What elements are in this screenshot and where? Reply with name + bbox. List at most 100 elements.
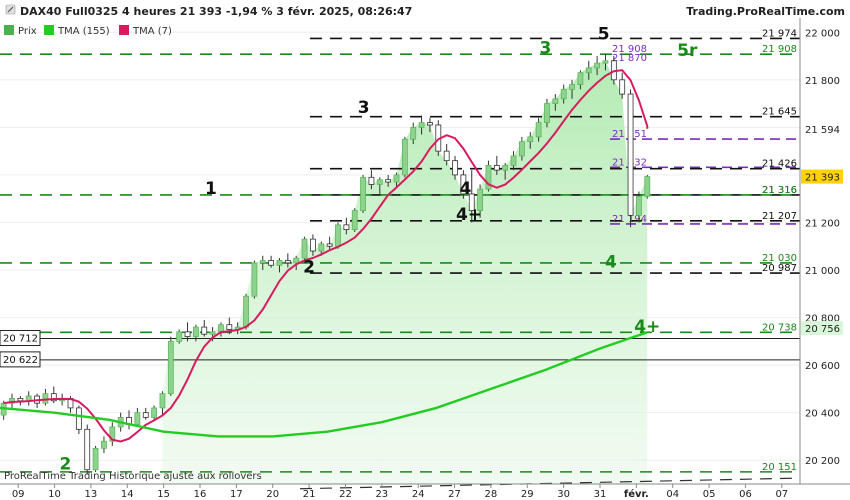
drawing-tool-icon[interactable] (6, 5, 15, 14)
candle-body (269, 261, 274, 266)
candle-body (344, 225, 349, 230)
last-price-label: 21 393 (805, 173, 840, 184)
wave-label: 4 (460, 179, 472, 199)
tma7-value-label: 21 594 (805, 125, 840, 136)
candle-body (18, 398, 23, 400)
x-tick-label: 17 (230, 489, 243, 500)
level-label: 20 738 (762, 322, 797, 333)
candle-body (210, 332, 215, 334)
level-label: 21 426 (762, 159, 797, 170)
candle-body (570, 85, 575, 90)
legend-label-tma155: TMA (155) (57, 26, 110, 37)
candle-body (536, 123, 541, 137)
legend-label-prix: Prix (18, 26, 37, 37)
x-tick-label: 21 (303, 489, 316, 500)
candle-body (285, 261, 290, 263)
legend-swatch-tma7 (119, 25, 129, 35)
candle-body (586, 68, 591, 73)
candle-body (419, 123, 424, 128)
candle-body (294, 258, 299, 263)
candle-body (177, 332, 182, 342)
candle-body (553, 99, 558, 104)
candle-body (218, 325, 223, 332)
level-label: 21 974 (762, 28, 797, 39)
candle-body (302, 239, 307, 258)
candle-body (310, 239, 315, 251)
reference-label: 20 712 (3, 333, 38, 344)
candle-body (361, 177, 366, 210)
wave-label: 3 (540, 39, 552, 59)
candle-body (319, 244, 324, 251)
x-tick-label: 31 (594, 489, 607, 500)
source-label: Trading.ProRealTime.com (686, 5, 845, 18)
wave-label: 2 (303, 257, 315, 277)
candle-body (411, 127, 416, 139)
candle-body (76, 408, 81, 429)
candle-body (394, 175, 399, 182)
x-tick-label: 05 (703, 489, 716, 500)
candle-body (511, 156, 516, 166)
x-tick-label: 10 (48, 489, 61, 500)
candle-body (636, 196, 641, 215)
candle-body (260, 261, 265, 263)
x-tick-label: 15 (157, 489, 170, 500)
x-tick-label: févr. (624, 488, 649, 500)
y-tick-label: 21 800 (805, 76, 840, 87)
level-label: 21 908 (762, 44, 797, 55)
candle-body (85, 429, 90, 469)
candle-body (244, 296, 249, 327)
level-label: 21 316 (762, 185, 797, 196)
x-tick-label: 23 (375, 489, 388, 500)
x-tick-label: 09 (12, 489, 25, 500)
candle-body (43, 394, 48, 404)
wave-label: 5 (598, 24, 610, 44)
candle-body (645, 177, 650, 197)
level-label: 20 987 (762, 263, 797, 274)
x-tick-label: 04 (666, 489, 679, 500)
y-tick-label: 20 400 (805, 409, 840, 420)
candle-body (427, 123, 432, 125)
candle-body (620, 80, 625, 94)
y-tick-label: 21 000 (805, 266, 840, 277)
wave-label: 3 (358, 98, 370, 118)
wave-label: 4 (605, 253, 617, 273)
candle-body (544, 104, 549, 123)
candle-body (227, 325, 232, 330)
candle-body (519, 142, 524, 156)
x-tick-label: 14 (121, 489, 134, 500)
legend-swatch-prix (4, 25, 14, 35)
x-tick-label: 07 (775, 489, 788, 500)
candle-body (402, 139, 407, 175)
candle-body (595, 63, 600, 68)
legend: Prix TMA (155) TMA (7) (4, 25, 172, 37)
footer-note: ProRealTime Trading Historique ajusté au… (4, 470, 262, 482)
wave-label: 1 (205, 179, 217, 199)
wave-label: 4+ (456, 205, 482, 225)
legend-label-tma7: TMA (7) (132, 26, 172, 37)
level-label: 21 870 (612, 53, 647, 64)
y-tick-label: 20 200 (805, 456, 840, 467)
x-tick-label: 29 (521, 489, 534, 500)
candle-body (386, 180, 391, 182)
candle-body (277, 261, 282, 266)
candle-body (528, 137, 533, 142)
level-label: 21 645 (762, 107, 797, 118)
x-tick-label: 06 (739, 489, 752, 500)
x-tick-label: 30 (557, 489, 570, 500)
x-tick-label: 28 (485, 489, 498, 500)
candle-body (503, 165, 508, 170)
x-tick-label: 16 (194, 489, 207, 500)
candle-body (101, 441, 106, 448)
candle-body (335, 225, 340, 246)
candle-body (252, 263, 257, 296)
candle-body (628, 94, 633, 215)
legend-swatch-tma155 (44, 25, 54, 35)
candle-body (202, 327, 207, 334)
candle-body (160, 394, 165, 408)
x-tick-label: 20 (266, 489, 279, 500)
reference-label: 20 622 (3, 355, 38, 366)
candle-body (494, 165, 499, 170)
y-tick-label: 21 200 (805, 218, 840, 229)
wave-label: 4+ (634, 317, 660, 337)
